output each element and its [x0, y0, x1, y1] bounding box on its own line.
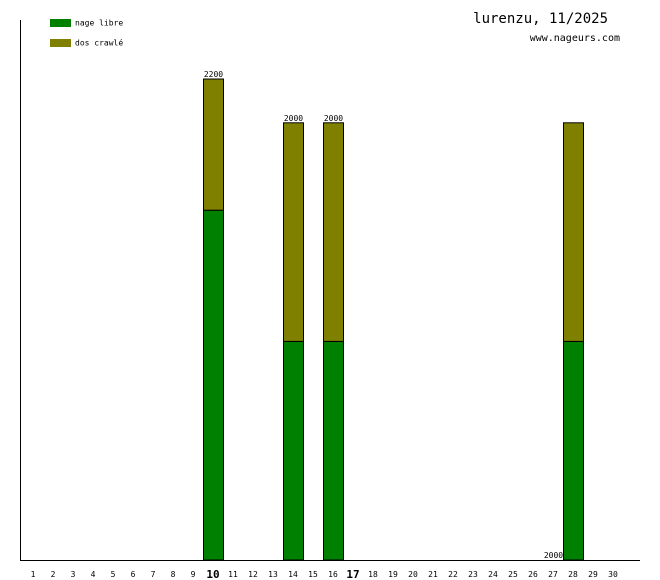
x-tick-label-13: 13 — [268, 570, 278, 579]
legend-label-nage-libre: nage libre — [75, 19, 123, 28]
x-tick-label-24: 24 — [488, 570, 498, 579]
site-label: www.nageurs.com — [530, 33, 620, 44]
bar-segment-nage-libre-day-28 — [563, 340, 584, 561]
x-tick-label-8: 8 — [171, 570, 176, 579]
x-tick-label-2: 2 — [51, 570, 56, 579]
x-tick-label-27: 27 — [548, 570, 558, 579]
x-tick-label-25: 25 — [508, 570, 518, 579]
legend-swatch-dos-crawle — [50, 39, 71, 47]
x-tick-label-22: 22 — [448, 570, 458, 579]
x-tick-label-18: 18 — [368, 570, 378, 579]
chart-title: lurenzu, 11/2025 — [473, 11, 608, 27]
x-tick-label-12: 12 — [248, 570, 258, 579]
x-tick-label-30: 30 — [608, 570, 618, 579]
x-tick-label-9: 9 — [191, 570, 196, 579]
x-tick-label-1: 1 — [31, 570, 36, 579]
x-tick-label-14: 14 — [288, 570, 298, 579]
legend: nage libre dos crawlé — [50, 19, 123, 48]
x-tick-label-19: 19 — [388, 570, 398, 579]
bar-totals: 2200 2000 2000 2000 — [204, 70, 563, 560]
x-tick-label-23: 23 — [468, 570, 478, 579]
x-tick-label-10: 10 — [206, 568, 219, 580]
x-tick-label-11: 11 — [228, 570, 238, 579]
bar-segment-dos-crawle-day-16 — [323, 122, 344, 342]
bar-segment-nage-libre-day-16 — [323, 340, 344, 561]
x-tick-label-5: 5 — [111, 570, 116, 579]
x-tick-label-16: 16 — [328, 570, 338, 579]
x-tick-label-7: 7 — [151, 570, 156, 579]
x-tick-label-6: 6 — [131, 570, 136, 579]
x-tick-label-17: 17 — [346, 568, 359, 580]
bar-total-day-27: 2000 — [544, 551, 563, 560]
x-tick-label-3: 3 — [71, 570, 76, 579]
x-tick-label-28: 28 — [568, 570, 578, 579]
bar-segment-nage-libre-day-14 — [283, 340, 304, 561]
x-tick-label-20: 20 — [408, 570, 418, 579]
x-tick-label-21: 21 — [428, 570, 438, 579]
bar-total-day-10: 2200 — [204, 70, 223, 79]
x-tick-label-15: 15 — [308, 570, 318, 579]
x-tick-label-4: 4 — [91, 570, 96, 579]
bars — [203, 78, 584, 561]
bar-segment-nage-libre-day-10 — [203, 209, 224, 561]
bar-total-day-16: 2000 — [324, 114, 343, 123]
legend-label-dos-crawle: dos crawlé — [75, 38, 123, 48]
legend-swatch-nage-libre — [50, 19, 71, 27]
x-tick-label-26: 26 — [528, 570, 538, 579]
bar-total-day-14: 2000 — [284, 114, 303, 123]
x-tick-labels: 1 2 3 4 5 6 7 8 9 10 11 12 13 14 15 16 17 18 19 20 21 22 23 24 2… — [31, 568, 618, 580]
bar-segment-dos-crawle-day-14 — [283, 122, 304, 342]
x-tick-label-29: 29 — [588, 570, 598, 579]
bar-segment-dos-crawle-day-10 — [203, 78, 224, 211]
bar-segment-dos-crawle-day-28 — [563, 122, 584, 342]
